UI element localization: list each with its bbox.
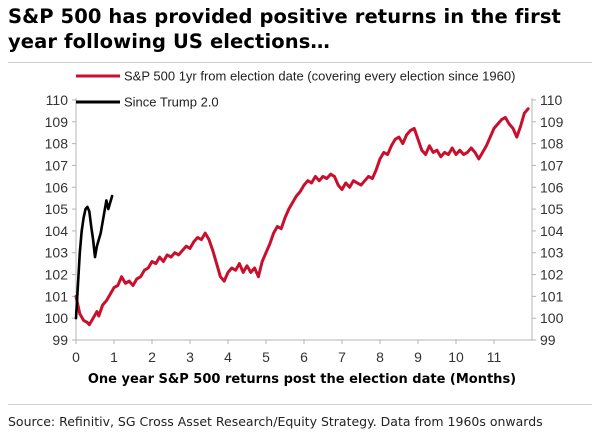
y2-tick-label: 106	[540, 179, 564, 195]
y-tick-label: 102	[45, 267, 69, 283]
y-tick-label: 107	[45, 157, 69, 173]
y-tick-label: 108	[45, 136, 69, 152]
x-tick-label: 10	[448, 349, 464, 365]
x-tick-label: 3	[186, 349, 194, 365]
y-tick-label: 104	[45, 223, 69, 239]
legend-label-series-2: Since Trump 2.0	[124, 95, 219, 110]
x-axis-label: One year S&P 500 returns post the electi…	[88, 372, 516, 387]
y-tick-label: 105	[45, 201, 69, 217]
series-line-2	[74, 194, 114, 320]
y2-tick-label: 110	[540, 92, 563, 108]
chart-title: S&P 500 has provided positive returns in…	[8, 5, 561, 53]
chart-legend: S&P 500 1yr from election date (covering…	[76, 69, 515, 110]
y-tick-label: 109	[45, 114, 69, 130]
y2-tick-label: 107	[540, 157, 564, 173]
chart-series	[74, 107, 530, 327]
source-divider	[8, 404, 592, 405]
x-tick-label: 1	[110, 349, 118, 365]
y-tick-label: 110	[46, 92, 69, 108]
y2-tick-label: 103	[540, 245, 564, 261]
y2-tick-label: 101	[540, 288, 564, 304]
x-tick-label: 8	[376, 349, 384, 365]
y-tick-label: 99	[52, 332, 68, 348]
x-tick-label: 5	[262, 349, 270, 365]
y2-tick-label: 100	[540, 310, 564, 326]
legend-label-series-1: S&P 500 1yr from election date (covering…	[124, 69, 515, 84]
x-tick-label: 7	[338, 349, 346, 365]
y2-tick-label: 109	[540, 114, 564, 130]
x-tick-label: 6	[300, 349, 308, 365]
y2-tick-label: 102	[540, 267, 564, 283]
x-tick-label: 2	[148, 349, 156, 365]
y-tick-label: 100	[45, 310, 69, 326]
y2-tick-label: 99	[540, 332, 556, 348]
series-line-1	[74, 107, 530, 327]
y2-tick-label: 108	[540, 136, 564, 152]
y-tick-label: 106	[45, 179, 69, 195]
x-tick-label: 4	[224, 349, 232, 365]
x-tick-label: 11	[487, 349, 502, 365]
y-tick-label: 101	[45, 288, 69, 304]
x-tick-label: 0	[72, 349, 80, 365]
y2-tick-label: 105	[540, 201, 564, 217]
x-tick-label: 9	[414, 349, 422, 365]
y2-tick-label: 104	[540, 223, 564, 239]
title-divider	[8, 62, 592, 63]
y-tick-label: 103	[45, 245, 69, 261]
source-note: Source: Refinitiv, SG Cross Asset Resear…	[8, 414, 543, 429]
